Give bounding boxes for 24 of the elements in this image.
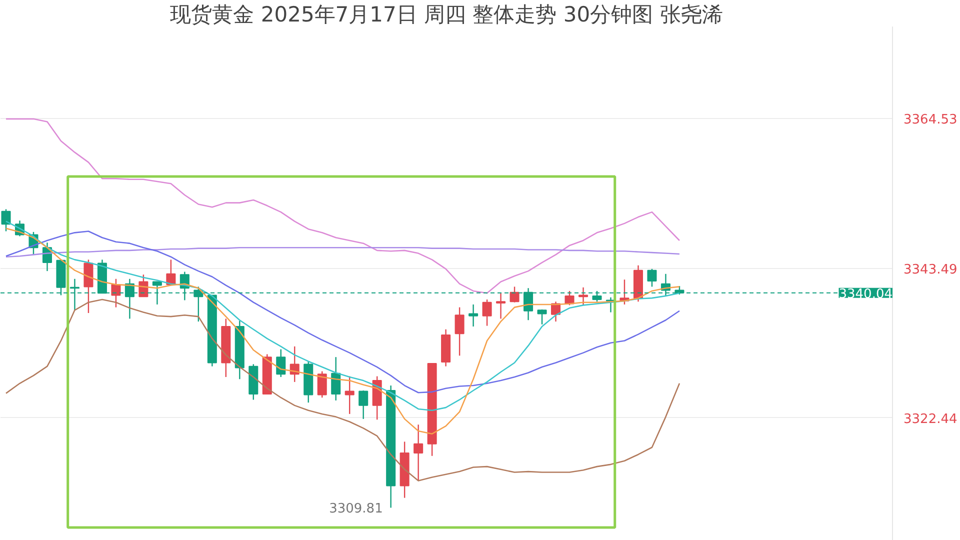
annotation: 3309.81	[329, 502, 383, 517]
candlestick	[344, 376, 354, 415]
candlestick	[84, 259, 94, 314]
candlestick	[482, 298, 492, 326]
line-series	[5, 298, 680, 482]
candlestick	[331, 356, 341, 402]
candlestick	[647, 268, 657, 288]
ref-line-label: 3340.04	[838, 286, 893, 302]
candlestick	[454, 306, 464, 356]
line-series	[5, 118, 680, 294]
candlestick	[537, 308, 547, 325]
candlestick	[317, 370, 327, 398]
y-tick-label: 3322.44	[904, 412, 958, 427]
candlestick	[468, 304, 478, 328]
y-tick-label: 3343.49	[904, 262, 958, 278]
candlestick	[358, 390, 368, 420]
candlestick	[276, 348, 286, 378]
chart-title: 现货黄金 2025年7月17日 周四 整体走势 30分钟图 张尧浠	[170, 2, 723, 26]
candlestick	[578, 286, 588, 306]
candlestick	[414, 424, 424, 482]
candlestick	[496, 292, 506, 320]
candlestick	[1, 208, 11, 232]
y-tick-label: 3364.53	[904, 112, 958, 128]
candlestick	[510, 286, 520, 303]
